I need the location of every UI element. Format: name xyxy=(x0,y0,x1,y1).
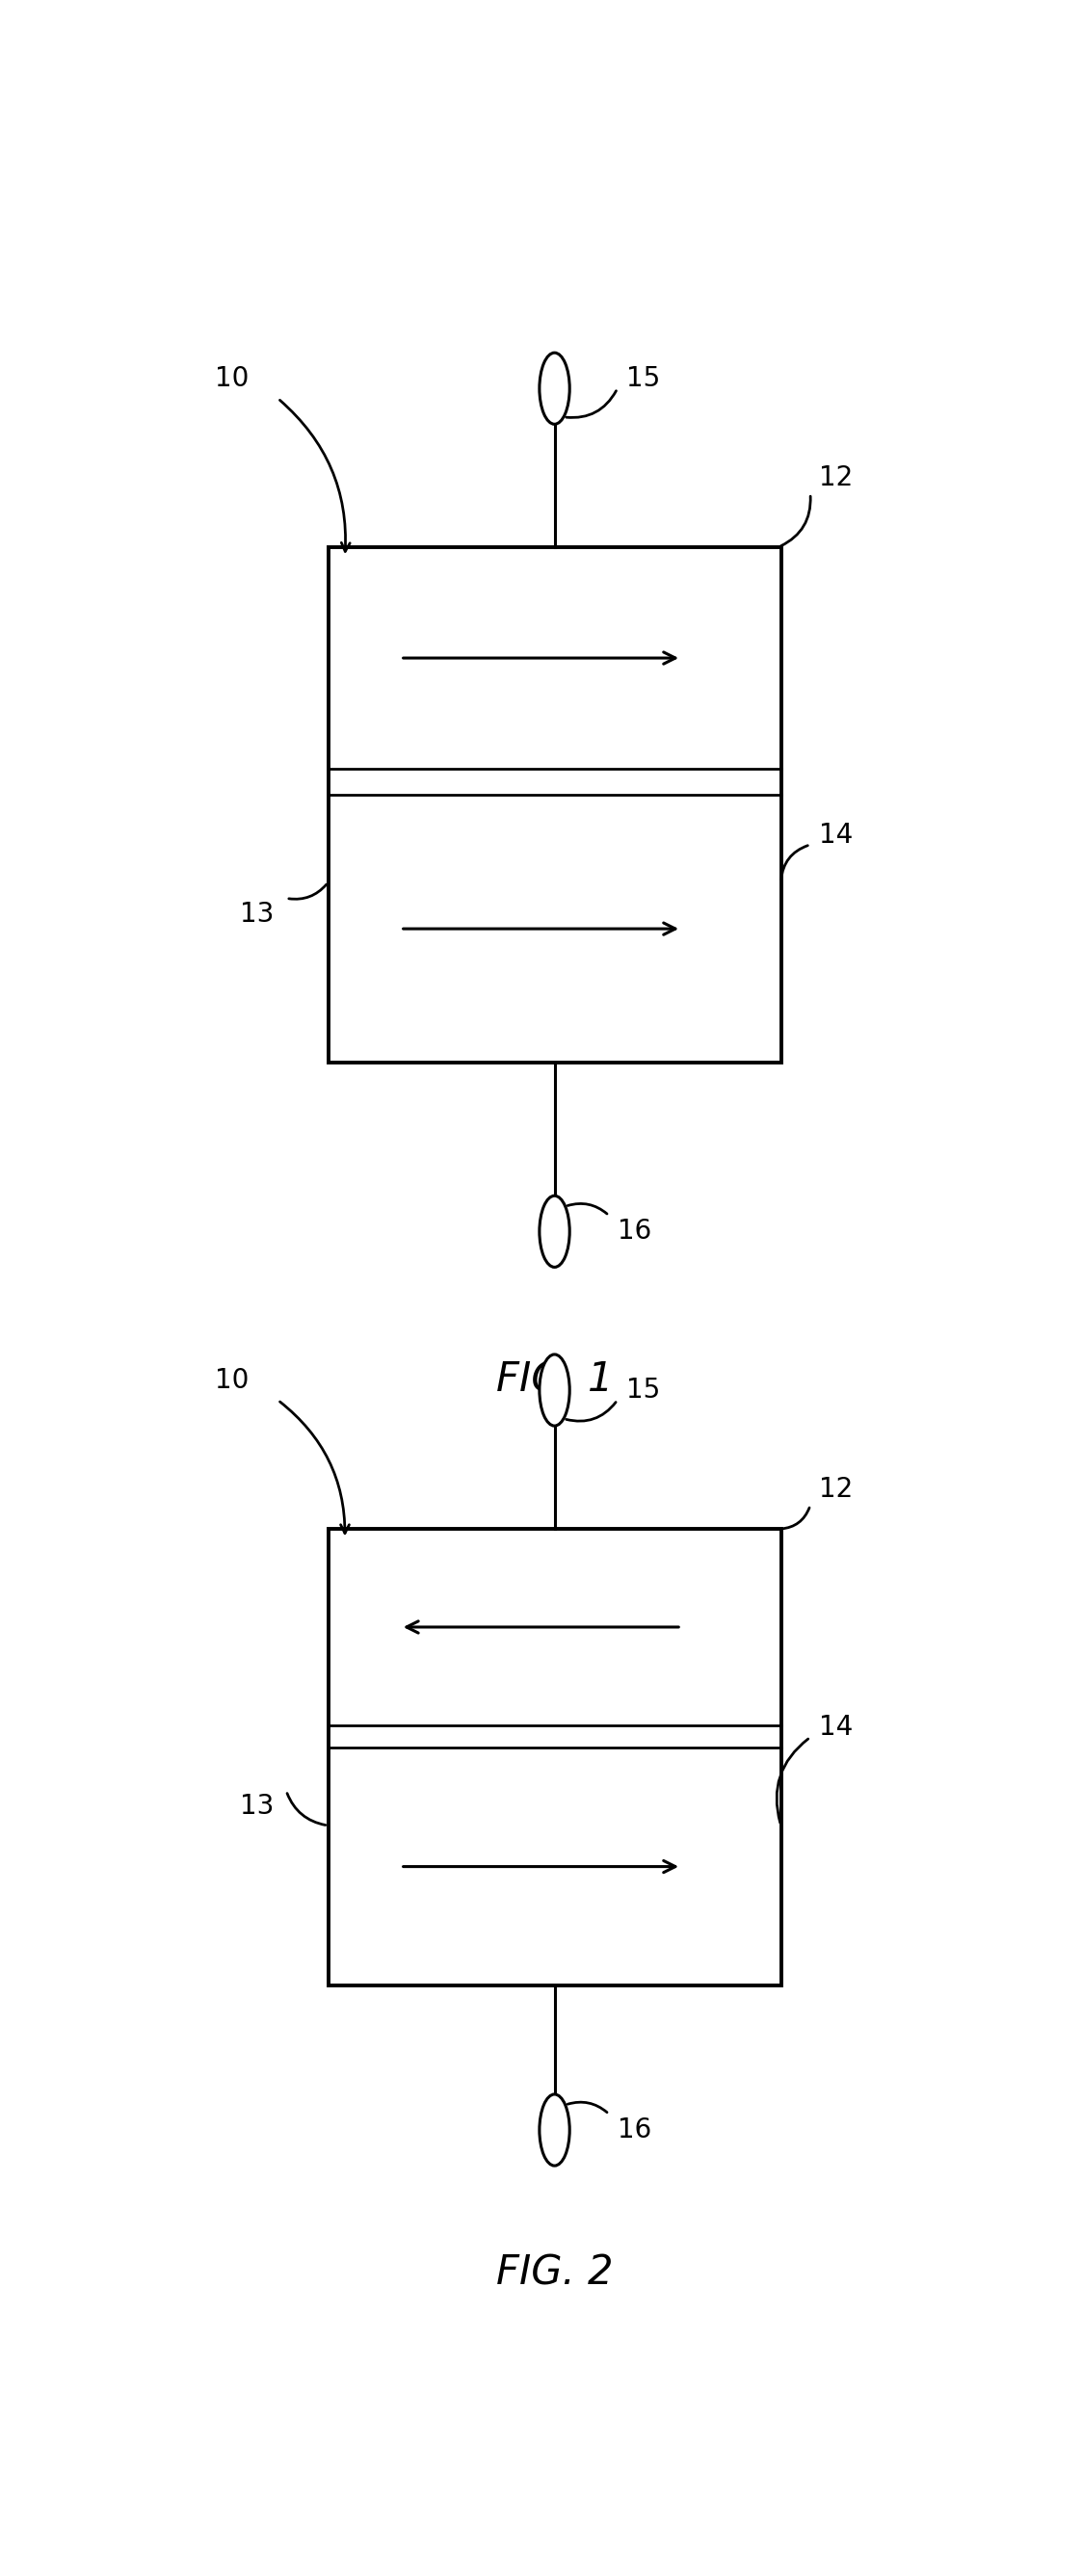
Text: 14: 14 xyxy=(819,822,853,848)
Text: 12: 12 xyxy=(819,1476,853,1502)
Text: 15: 15 xyxy=(625,366,660,392)
Text: 13: 13 xyxy=(239,902,274,927)
Text: FIG. 2: FIG. 2 xyxy=(496,2251,613,2293)
Text: 16: 16 xyxy=(618,1218,651,1244)
Text: 13: 13 xyxy=(239,1793,274,1821)
Text: 10: 10 xyxy=(214,366,249,392)
Text: FIG. 1: FIG. 1 xyxy=(496,1360,613,1401)
Circle shape xyxy=(540,2094,569,2166)
Bar xyxy=(328,546,781,1064)
Circle shape xyxy=(540,353,569,425)
Text: 10: 10 xyxy=(214,1368,249,1394)
Bar xyxy=(328,1530,781,1986)
Text: 12: 12 xyxy=(819,464,853,492)
Text: 16: 16 xyxy=(618,2117,651,2143)
Circle shape xyxy=(540,1195,569,1267)
Text: 14: 14 xyxy=(819,1713,853,1741)
Circle shape xyxy=(540,1355,569,1427)
Text: 15: 15 xyxy=(625,1376,660,1404)
